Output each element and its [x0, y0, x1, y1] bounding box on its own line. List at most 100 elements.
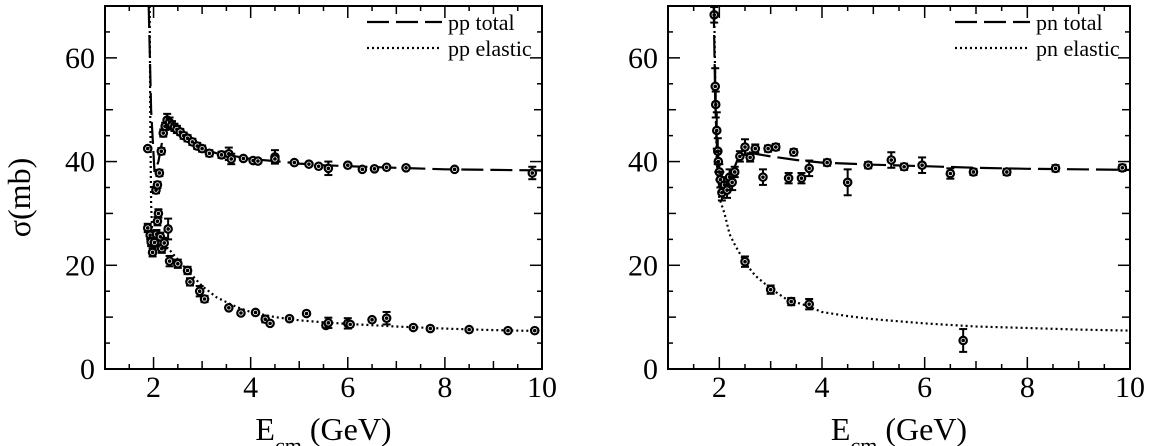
data-point [758, 172, 768, 182]
y-tick-label: 40 [65, 146, 95, 179]
data-point [381, 313, 392, 323]
x-tick-label: 10 [1115, 371, 1145, 404]
x-tick-label: 4 [815, 371, 830, 404]
data-point [284, 313, 295, 324]
data-point [464, 324, 474, 335]
y-tick-label: 60 [65, 42, 95, 75]
data-point-highlight [218, 152, 225, 158]
data-point-highlight [267, 320, 273, 326]
data-point-highlight [325, 165, 331, 171]
data-point [1117, 162, 1128, 173]
data-point [1050, 163, 1061, 174]
data-point [323, 318, 334, 328]
x-axis-label-sub: cm [850, 433, 877, 446]
data-point-highlight [384, 315, 390, 321]
data-point-highlight [747, 154, 753, 161]
data-point [786, 296, 796, 307]
data-point [216, 150, 227, 160]
data-point-highlight [156, 170, 162, 176]
data-point-highlight [768, 287, 774, 293]
y-tick-label: 60 [628, 42, 658, 75]
data-point [750, 143, 761, 154]
data-point-highlight [1052, 165, 1059, 171]
x-axis-label-unit: (GeV) [310, 411, 392, 446]
data-point [788, 147, 799, 158]
legend-label: pn elastic [1036, 36, 1120, 61]
data-point [709, 10, 719, 20]
data-area [142, 6, 542, 336]
data-point [194, 286, 205, 297]
data-point-highlight [791, 149, 797, 155]
x-tick-label: 8 [1020, 371, 1035, 404]
data-point [745, 152, 755, 163]
data-point-highlight [155, 210, 162, 217]
data-point-highlight [226, 305, 232, 311]
legend-label: pp total [448, 10, 515, 35]
x-axis-label: Ecm (GeV) [831, 411, 967, 446]
data-point-highlight [742, 144, 748, 150]
data-point [804, 163, 814, 174]
data-point [270, 154, 280, 164]
data-point-highlight [371, 166, 378, 172]
data-point-highlight [752, 146, 758, 152]
x-axis-label-main: E [831, 411, 851, 446]
data-point [783, 173, 794, 183]
data-point [147, 247, 158, 258]
data-point-highlight [166, 258, 173, 264]
data-point-highlight [786, 175, 792, 181]
data-point-highlight [466, 326, 472, 333]
y-tick-label: 20 [65, 249, 95, 282]
data-point [159, 238, 170, 248]
data-point [711, 125, 722, 136]
data-point-highlight [157, 234, 163, 240]
data-point [367, 314, 377, 325]
data-point-highlight [737, 153, 743, 159]
data-point-highlight [240, 155, 246, 162]
data-point [863, 160, 873, 171]
data-point [152, 180, 163, 190]
x-axis-label: Ecm (GeV) [255, 411, 391, 446]
data-point [226, 154, 237, 164]
data-point-highlight [228, 156, 234, 162]
data-point-highlight [1004, 169, 1010, 175]
data-point [197, 143, 207, 154]
data-point [1002, 167, 1012, 177]
data-point-highlight [947, 170, 953, 177]
data-point [182, 265, 193, 276]
data-point-highlight [1119, 165, 1125, 171]
legend-label: pp elastic [448, 36, 532, 61]
data-point-highlight [960, 337, 966, 344]
data-point-highlight [262, 316, 268, 322]
data-point-highlight [291, 160, 297, 166]
x-axis-label-main: E [255, 411, 275, 446]
data-point [313, 161, 324, 172]
data-point-highlight [765, 146, 771, 152]
data-point-highlight [187, 279, 193, 285]
x-axis-label-sub: cm [275, 433, 302, 446]
data-point-highlight [369, 317, 375, 323]
data-point [401, 162, 411, 173]
data-point [958, 335, 968, 346]
data-point [253, 156, 263, 166]
x-tick-label: 6 [340, 371, 355, 404]
y-tick-label: 40 [628, 146, 658, 179]
x-tick-label: 2 [146, 371, 161, 404]
data-point-highlight [824, 160, 830, 166]
data-point-highlight [788, 298, 794, 305]
data-point-highlight [865, 162, 871, 168]
data-point [899, 161, 909, 172]
data-point-highlight [272, 156, 278, 162]
data-point [323, 163, 334, 174]
data-point [735, 151, 745, 162]
data-point-highlight [427, 325, 433, 332]
data-point-highlight [154, 182, 161, 188]
data-point-highlight [410, 324, 416, 331]
data-point [238, 153, 249, 164]
x-tick-label: 6 [917, 371, 932, 404]
legend-label: pn total [1036, 10, 1103, 35]
data-point [152, 216, 163, 227]
x-tick-label: 10 [527, 371, 557, 404]
data-point [917, 160, 927, 171]
